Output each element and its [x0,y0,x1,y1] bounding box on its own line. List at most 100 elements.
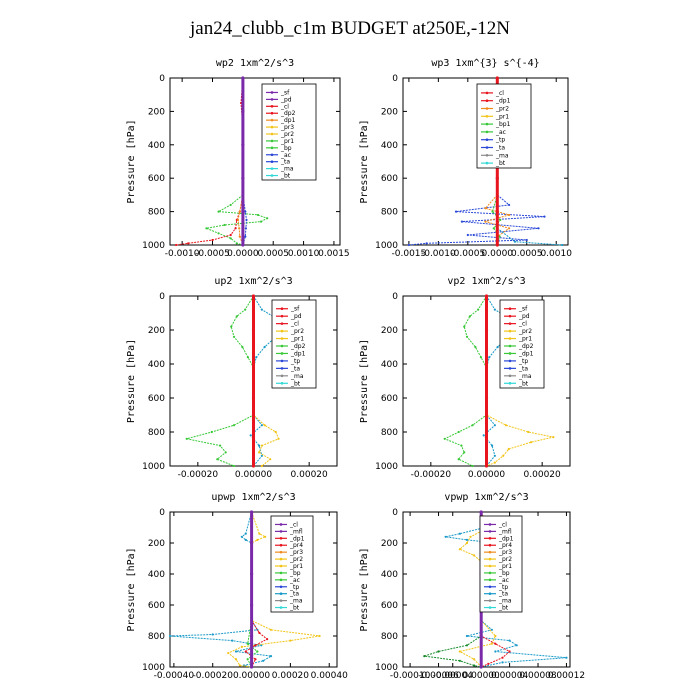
legend-marker [280,314,284,318]
legend-box [271,299,317,389]
legend-marker [488,592,492,595]
legend-marker [488,530,492,533]
series-point [254,658,257,661]
y-axis-label: Pressure [hPa] [126,547,137,631]
legend-marker [270,174,274,177]
legend-label: _pd [518,313,530,320]
series-point [501,661,504,664]
legend-label: _ac [280,152,291,159]
series-point [231,639,234,642]
legend-label: _ta [518,365,528,372]
series-point [249,572,254,576]
legend-marker [488,523,492,526]
panel-6: vpwp 1xm^2/s^3 Pressure [hPa] 0 200 400 600 80… [359,492,585,681]
series-point [471,464,474,468]
legend-label: _ac [495,129,506,136]
x-tick-label: 0.0000 [482,249,514,259]
series-line [445,511,567,668]
series-line [227,511,320,668]
series-point [238,664,242,667]
series-point [454,210,458,213]
legend-marker [280,381,284,385]
legend-marker [279,523,283,526]
series-point [527,430,530,434]
legend-label: _cl [290,321,299,328]
x-tick-label: -0.00040 [154,671,195,681]
plot-frame [402,77,569,246]
series-point [484,396,489,400]
legend-marker [508,367,512,370]
series-point [244,210,247,213]
y-tick-label: 800 [148,428,165,438]
series-point [229,233,232,237]
y-tick-label: 200 [148,107,165,117]
legend-label: _pr2 [495,106,509,113]
legend-label: _bp1 [495,121,511,128]
series-point [244,532,247,535]
series-point [260,444,263,447]
series-point [235,242,238,245]
y-tick-label: 600 [148,394,165,404]
legend-marker [279,537,283,540]
legend-marker [488,564,492,568]
series-line [443,295,487,467]
legend-marker [508,359,512,363]
legend-label: _pr4 [289,542,303,549]
legend-label: _dp2 [290,343,306,350]
legend-box [270,515,314,613]
series-point [251,294,256,298]
x-tick-label: -0.00010 [390,671,431,681]
legend-marker [279,530,283,533]
series-point [211,633,214,636]
x-tick-label: 0.00000 [463,671,500,681]
series-point [238,227,241,230]
x-tick-label: 0.0005 [257,249,289,259]
series-point [211,238,214,242]
series-point [466,233,469,237]
series-point [217,210,220,213]
y-tick-label: 400 [148,570,165,580]
y-tick-label: 1000 [375,462,398,472]
series-point [245,218,248,222]
series-point [260,454,263,457]
panel-title: upwp 1xm^2/s^3 [211,492,295,503]
series-point [472,658,476,661]
legend-label: _bt [495,160,506,167]
series-point [246,658,249,661]
y-tick-label: 0 [392,292,398,302]
series-point [249,541,254,545]
series-point [495,210,499,214]
series-point [507,227,511,230]
legend-label: _pr2 [290,328,304,335]
y-tick-label: 600 [148,174,165,184]
x-tick-label: -0.00020 [411,470,452,480]
legend-label: _pr2 [280,131,294,138]
legend-label: _cl [498,521,507,528]
series-point [232,464,236,468]
series-point [269,655,273,658]
legend-marker [280,367,284,370]
x-tick-label: -0.0005 [195,249,230,259]
series-point [187,242,190,245]
panel-5: upwp 1xm^2/s^3 Pressure [hPa] 0 200 400 600 80… [126,492,348,681]
series-point [257,444,261,447]
series-point [495,76,499,80]
series-point [244,538,247,542]
legend-label: _dp1 [518,350,534,357]
legend-label: _dp1 [289,535,305,542]
series-point [238,235,241,238]
x-tick-label: 0.00000 [233,671,270,681]
legend-marker [279,578,283,582]
legend-label: _sf [280,89,290,96]
legend-label: _dp1 [280,117,296,124]
series-point [251,362,256,366]
series-point [484,207,487,210]
series-point [205,227,208,230]
legend-label: _bt [290,380,301,387]
y-tick-label: 0 [392,74,398,84]
series-point [490,642,493,645]
series-point [458,650,461,653]
legend-marker [488,557,492,561]
x-tick-label: -0.00020 [192,671,233,681]
